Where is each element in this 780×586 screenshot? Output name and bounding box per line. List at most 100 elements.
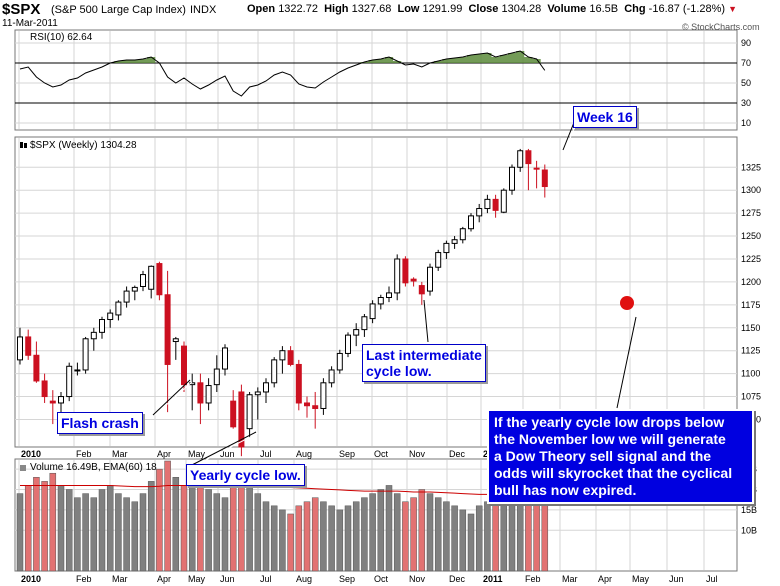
note-pointer-highlight — [618, 316, 639, 409]
volume-bar — [295, 505, 303, 572]
price-tick-label: 1200 — [741, 277, 761, 287]
candle-body — [533, 167, 540, 170]
candle-body — [287, 350, 294, 365]
volume-bar — [385, 485, 393, 572]
candle-body — [410, 278, 417, 282]
volume-bar — [49, 472, 57, 572]
rsi-line — [19, 50, 546, 97]
candle-body — [443, 242, 450, 254]
candle-body — [205, 385, 212, 404]
watermark: © StockCharts.com — [682, 22, 760, 32]
index-name: (S&P 500 Large Cap Index) — [51, 4, 186, 16]
candle-body — [476, 208, 483, 217]
candle-body — [213, 368, 220, 386]
volume-tick-label: 15B — [741, 505, 757, 515]
volume-bar — [262, 501, 270, 572]
rsi-overbought-fill — [114, 51, 541, 63]
symbol: $SPX — [2, 1, 41, 18]
flash-crash-pointer-highlight — [154, 381, 193, 416]
candle-body — [82, 338, 89, 371]
x-tick-label: Jul — [260, 449, 272, 459]
volume-bar — [484, 501, 491, 572]
price-tick-label: 1250 — [741, 231, 761, 241]
forecast-note: If the yearly cycle low drops below the … — [487, 409, 754, 504]
candle-body — [394, 258, 401, 294]
forecast-dot — [620, 296, 634, 310]
volume-bar — [443, 501, 450, 572]
candle-body — [107, 312, 114, 321]
volume-bar — [57, 485, 65, 572]
x-tick-label: Mar — [112, 574, 128, 584]
candle-body — [90, 331, 97, 340]
volume-ema-line — [20, 484, 545, 497]
volume-tick-label: 10B — [741, 525, 757, 535]
candle-icon — [24, 143, 27, 148]
price-tick-label: 1075 — [741, 392, 761, 402]
x-tick-label: Nov — [409, 574, 426, 584]
chart-date: 11-Mar-2011 — [2, 18, 58, 29]
candle-body — [25, 336, 32, 356]
price-tick-label: 1175 — [741, 300, 760, 310]
volume-bar — [41, 481, 48, 572]
x-tick-label: Apr — [157, 449, 171, 459]
candle-icon — [20, 142, 23, 148]
volume-bar — [475, 505, 483, 572]
candle-body — [353, 329, 360, 336]
last-intermediate-callout: Last intermediate cycle low. — [362, 344, 486, 382]
candle-body — [197, 382, 204, 404]
candle-body — [33, 354, 40, 382]
note-pointer — [616, 316, 637, 409]
x-tick-label: Apr — [157, 574, 171, 584]
volume-bar — [74, 497, 81, 572]
x-tick-label: 2010 — [21, 449, 41, 459]
volume-bar — [254, 493, 262, 572]
volume-label: Volume 16.49B, EMA(60) 18 — [30, 462, 157, 473]
volume-bar — [344, 505, 352, 572]
candle-body — [230, 400, 237, 428]
x-tick-label: Jun — [220, 574, 235, 584]
candle-body — [295, 363, 302, 404]
volume-bar — [336, 509, 344, 572]
volume-bar — [82, 493, 89, 572]
price-tick-label: 1225 — [741, 254, 761, 264]
volume-bar — [459, 509, 467, 572]
volume-bar — [156, 468, 163, 572]
volume-bar — [246, 485, 253, 572]
x-tick-label: Dec — [449, 574, 466, 584]
volume-bar — [229, 481, 237, 572]
candle-body — [451, 239, 458, 244]
candle-body — [336, 352, 343, 371]
volume-bar — [516, 497, 524, 572]
volume-bar — [352, 501, 360, 572]
note-line: odds will skyrocket that the cyclical — [494, 465, 733, 481]
volume-bar — [197, 472, 204, 572]
candle-body — [541, 169, 548, 188]
candle-body — [435, 252, 442, 268]
candle-body — [304, 402, 310, 407]
volume-bar — [426, 493, 434, 572]
rsi-label: RSI(10) 62.64 — [30, 32, 93, 43]
candle-body — [254, 391, 261, 396]
volume-icon — [20, 465, 26, 471]
x-tick-label: Dec — [449, 449, 466, 459]
volume-bar — [147, 481, 155, 572]
volume-bar — [139, 493, 147, 572]
x-tick-label: Jul — [260, 574, 272, 584]
volume-bar — [361, 497, 368, 572]
price-panel — [14, 136, 738, 448]
x-tick-label: Oct — [374, 449, 389, 459]
candle-body — [312, 405, 319, 409]
volume-bar — [131, 501, 139, 572]
volume-bar — [467, 513, 475, 572]
candle-body — [525, 150, 532, 165]
volume-bar — [270, 505, 278, 572]
x-tick-label: Jun — [669, 574, 684, 584]
x-tick-label: Feb — [76, 449, 92, 459]
candle-body — [377, 297, 384, 305]
x-tick-label: Sep — [339, 574, 355, 584]
callout-line: Last intermediate — [366, 347, 482, 363]
volume-bar — [508, 501, 516, 572]
volume-bar — [303, 501, 311, 572]
note-line: the November low we will generate — [494, 431, 726, 447]
